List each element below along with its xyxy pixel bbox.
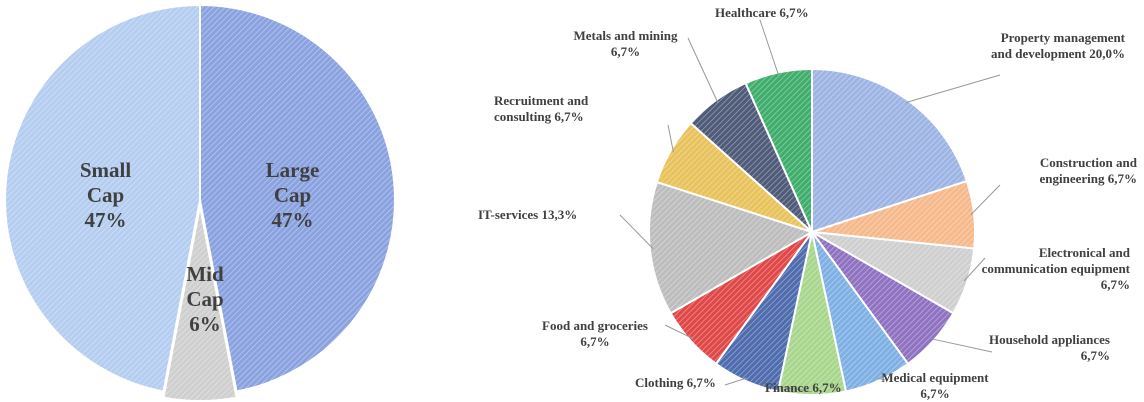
slice-hatch (812, 232, 954, 364)
value-label: 6,7% (610, 44, 641, 59)
leader-line (876, 377, 886, 381)
value-label: 6,7% (1107, 171, 1137, 186)
slice-label: Food and groceries 6,7% (530, 318, 660, 350)
slice-hatch (812, 69, 967, 232)
category-label: IT-services (478, 207, 539, 222)
value-label: 47% (84, 208, 127, 232)
category-label: Household appliances (988, 332, 1110, 347)
value-label: 13,3% (541, 207, 578, 222)
category-label: Clothing (635, 375, 684, 390)
category-label: Mid Cap (186, 262, 224, 311)
value-label: 6,7% (920, 386, 950, 401)
slice-label: Recruitment and consulting 6,7% (494, 93, 624, 125)
value-label: 6,7% (580, 334, 610, 349)
slice-label: Finance 6,7% (765, 380, 865, 396)
value-label: 6,7% (554, 109, 584, 124)
leader-line (667, 124, 674, 153)
value-label: 6% (189, 312, 221, 336)
value-label: 47% (271, 208, 314, 232)
slice-hatch (163, 206, 237, 402)
category-label: Metals and mining (573, 28, 678, 43)
slice-label: IT-services 13,3% (478, 207, 618, 223)
category-label: Food and groceries (542, 318, 648, 333)
leader-line (963, 257, 986, 282)
slice-hatch (716, 232, 812, 392)
category-label: Large Cap (265, 158, 320, 207)
slice-hatch (778, 232, 846, 395)
value-label: 6,7% (1080, 348, 1110, 363)
slice-hatch (812, 232, 975, 314)
slice-hatch (745, 69, 812, 232)
value-label: 6,7% (686, 375, 716, 390)
category-label: Recruitment and consulting (494, 93, 589, 124)
category-label: Construction and engineering (1039, 155, 1138, 186)
category-label: Property management and development (991, 30, 1125, 61)
leader-line (930, 338, 993, 353)
slice-hatch (656, 123, 812, 232)
slice-hatch (200, 5, 396, 392)
slice-label: Small Cap 47% (68, 158, 143, 233)
slice-label: Property management and development 20,0… (990, 30, 1125, 62)
slice-label: Household appliances 6,7% (985, 332, 1110, 364)
value-label: 20,0% (1089, 46, 1125, 61)
value-label: 6,7% (1100, 277, 1130, 292)
slice-label: Construction and engineering 6,7% (995, 155, 1138, 187)
slice-label: Clothing 6,7% (635, 375, 735, 391)
category-label: Finance (765, 380, 810, 395)
slice-label: Mid Cap 6% (170, 262, 240, 337)
slice-label: Large Cap 47% (255, 158, 330, 233)
slice-hatch (812, 181, 975, 249)
leader-line (619, 214, 654, 250)
slice-label: Healthcare 6,7% (715, 5, 845, 21)
leader-line (664, 324, 694, 340)
category-label: Electronical and communication equipment (981, 245, 1130, 276)
leader-line (970, 184, 1001, 216)
slice-label: Electronical and communication equipment… (975, 245, 1130, 293)
slice-hatch (812, 232, 908, 392)
leader-line (759, 19, 780, 76)
category-label: Small Cap (79, 158, 132, 207)
leader-line (687, 37, 719, 104)
slice-label: Medical equipment 6,7% (870, 370, 1000, 402)
slice-hatch (649, 182, 812, 314)
value-label: 6,7% (779, 5, 809, 20)
category-label: Healthcare (715, 5, 777, 20)
leader-line (905, 74, 1001, 104)
slice-hatch (670, 232, 812, 364)
slice-hatch (4, 5, 201, 392)
leader-line (724, 377, 748, 386)
category-label: Medical equipment (881, 370, 989, 385)
slice-hatch (690, 83, 812, 232)
slice-label: Metals and mining 6,7% (558, 28, 693, 60)
value-label: 6,7% (812, 380, 842, 395)
